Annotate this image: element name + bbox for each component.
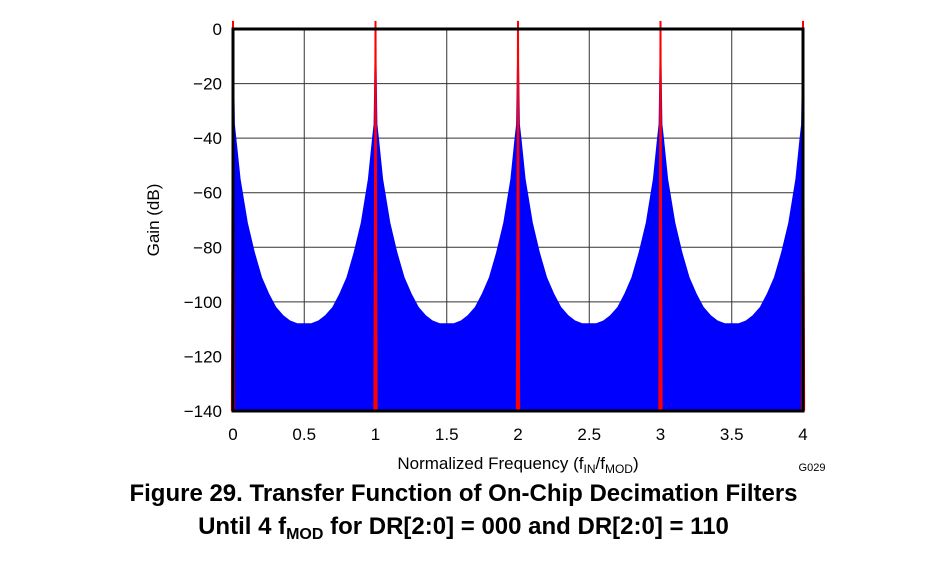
y-tick-label: 0 (213, 20, 222, 39)
graph-id-annotation: G029 (799, 462, 826, 474)
x-tick-label: 1 (371, 425, 380, 444)
x-tick-label: 2 (513, 425, 522, 444)
y-tick-label: −100 (184, 293, 222, 312)
series-red-spike (515, 20, 521, 412)
y-tick-label: −80 (193, 238, 222, 257)
y-tick-label: −40 (193, 129, 222, 148)
x-tick-label: 0 (228, 425, 237, 444)
plot-frame (231, 27, 805, 413)
x-tick-label: 3 (656, 425, 665, 444)
series-red-spike (373, 20, 378, 412)
y-tick-label: −60 (193, 184, 222, 203)
x-axis-label: Normalized Frequency (fIN/fMOD) (397, 454, 638, 476)
figure-caption-line1: Figure 29. Transfer Function of On-Chip … (129, 480, 798, 507)
x-tick-label: 1.5 (435, 425, 459, 444)
series-red-spike (658, 20, 663, 412)
y-tick-label: −140 (184, 402, 222, 421)
y-tick-label: −120 (184, 347, 222, 366)
y-tick-label: −20 (193, 75, 222, 94)
y-axis-label: Gain (dB) (144, 184, 163, 257)
x-tick-label: 4 (798, 425, 807, 444)
x-tick-label: 2.5 (577, 425, 601, 444)
y-axis-ticks: 0 −20 −40 −60 −80 −100 −120 −140 (184, 20, 222, 421)
x-tick-label: 3.5 (720, 425, 744, 444)
x-axis-ticks: 0 0.5 1 1.5 2 2.5 3 3.5 4 (228, 425, 807, 444)
x-tick-label: 0.5 (292, 425, 316, 444)
figure-caption-line2: Until 4 fMOD for DR[2:0] = 000 and DR[2:… (198, 513, 729, 543)
